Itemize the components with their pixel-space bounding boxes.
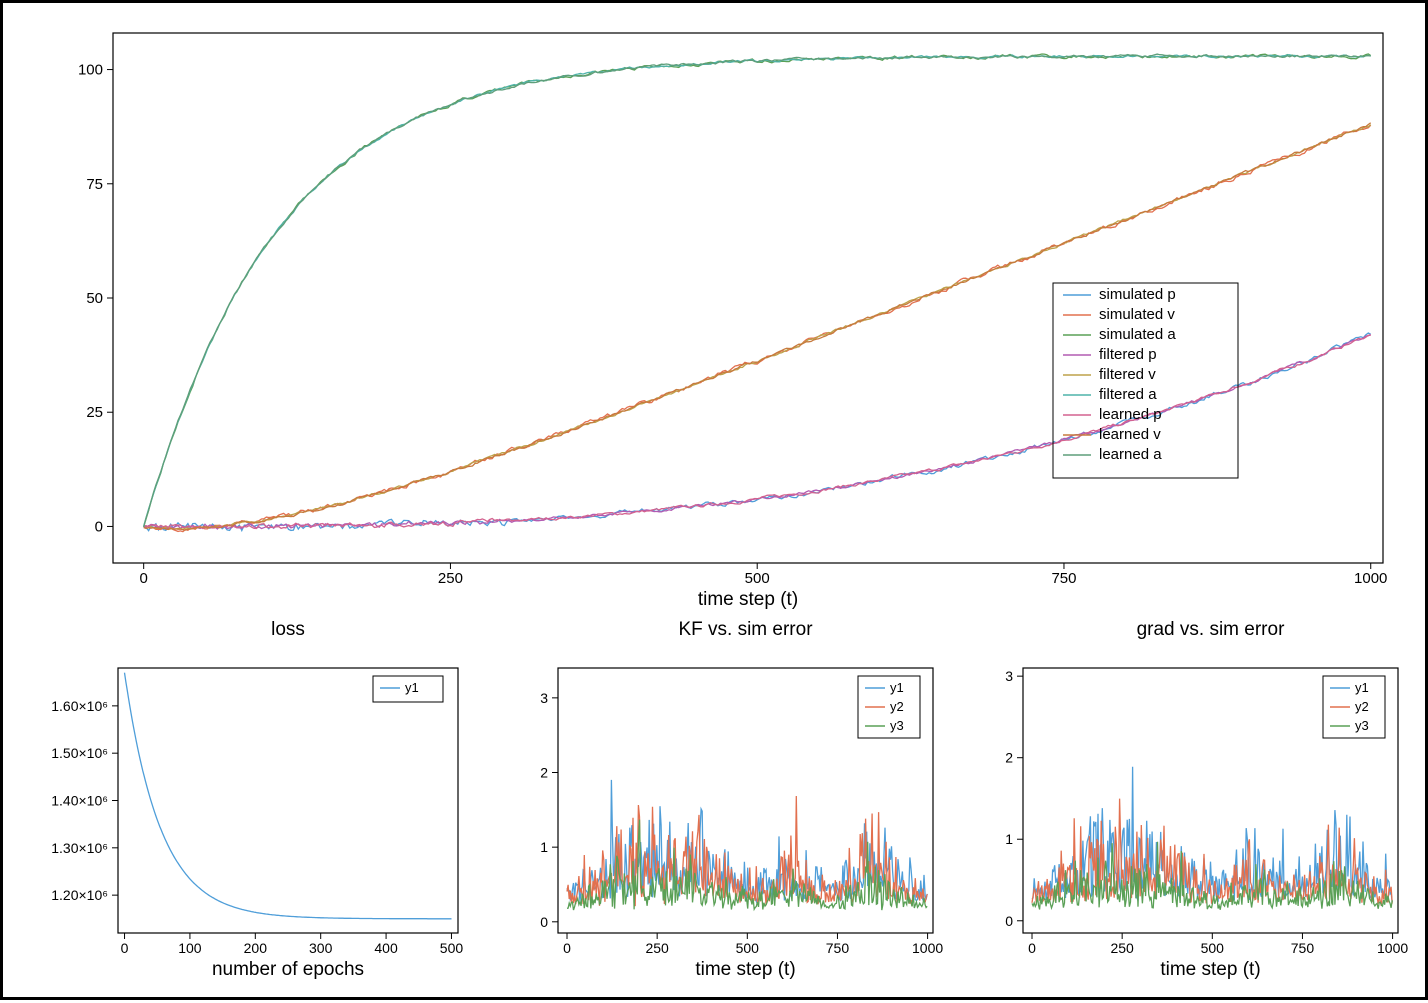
legend-loss: y1 [373, 676, 443, 702]
svg-text:0: 0 [140, 570, 148, 587]
svg-text:time step (t): time step (t) [1160, 959, 1260, 980]
svg-text:1000: 1000 [1377, 940, 1408, 956]
legend-label: y2 [1355, 699, 1369, 714]
svg-text:1000: 1000 [1354, 570, 1387, 587]
subchart-title: loss [271, 619, 305, 640]
svg-text:100: 100 [178, 940, 202, 956]
legend-label: simulated p [1099, 286, 1176, 303]
legend-label: filtered p [1099, 346, 1157, 363]
legend-label: simulated a [1099, 326, 1176, 343]
svg-text:250: 250 [438, 570, 463, 587]
svg-text:750: 750 [826, 940, 850, 956]
legend-label: y2 [890, 699, 904, 714]
legend-kf_err: y1 y2 y3 [858, 676, 920, 738]
svg-text:25: 25 [86, 404, 103, 421]
main-chart: 0 250 500 750 1000 0 25 50 75 100 time step (t) sim… [78, 33, 1387, 610]
svg-text:200: 200 [244, 940, 268, 956]
legend-label: filtered a [1099, 386, 1157, 403]
main-legend: simulated p simulated v simulated a filtere… [1053, 283, 1238, 478]
svg-text:250: 250 [645, 940, 669, 956]
subchart-title: grad vs. sim error [1137, 619, 1285, 640]
svg-text:2: 2 [1005, 750, 1013, 766]
subchart-loss: loss 0 100 200 300 400 500 1.20×10⁶ 1.30×10⁶ 1.40… [51, 619, 463, 980]
svg-text:1.20×10⁶: 1.20×10⁶ [51, 887, 108, 903]
svg-text:1.40×10⁶: 1.40×10⁶ [51, 793, 108, 809]
svg-text:0: 0 [1028, 940, 1036, 956]
svg-text:500: 500 [1201, 940, 1225, 956]
legend-label: y3 [890, 718, 904, 733]
series-loss-y1 [125, 673, 452, 919]
figure-frame: 025050075010000255075100time step (t)sim… [0, 0, 1428, 1000]
subchart-title: KF vs. sim error [678, 619, 813, 640]
svg-text:1: 1 [1005, 831, 1013, 847]
svg-text:75: 75 [86, 176, 103, 193]
figure-svg: 025050075010000255075100time step (t)sim… [3, 3, 1428, 1003]
subchart-grad_err: grad vs. sim error 0 250 500 750 1000 0 1 2 3 time… [1005, 619, 1408, 980]
svg-text:1: 1 [540, 839, 548, 855]
series-learned-a [144, 54, 1371, 527]
svg-text:0: 0 [1005, 913, 1013, 929]
svg-text:500: 500 [440, 940, 464, 956]
svg-text:0: 0 [540, 914, 548, 930]
svg-text:500: 500 [745, 570, 770, 587]
svg-text:number of epochs: number of epochs [212, 959, 364, 980]
series-filtered-v [144, 125, 1371, 530]
legend-label: y3 [1355, 718, 1369, 733]
svg-text:2: 2 [540, 765, 548, 781]
svg-text:1.30×10⁶: 1.30×10⁶ [51, 840, 108, 856]
legend-label: y1 [890, 680, 904, 695]
svg-text:1.60×10⁶: 1.60×10⁶ [51, 698, 108, 714]
svg-text:time step (t): time step (t) [695, 959, 795, 980]
legend-label: learned p [1099, 406, 1162, 423]
legend-label: simulated v [1099, 306, 1175, 323]
svg-text:400: 400 [374, 940, 398, 956]
legend-label: learned v [1099, 426, 1161, 443]
svg-text:100: 100 [78, 62, 103, 79]
svg-text:50: 50 [86, 290, 103, 307]
series-simulated-v [144, 125, 1371, 532]
series-learned-v [144, 123, 1371, 530]
series-filtered-a [144, 55, 1371, 526]
svg-text:250: 250 [1110, 940, 1134, 956]
svg-text:750: 750 [1051, 570, 1076, 587]
svg-text:1.50×10⁶: 1.50×10⁶ [51, 745, 108, 761]
series-simulated-a [144, 54, 1371, 527]
legend-label: y1 [1355, 680, 1369, 695]
subchart-kf_err: KF vs. sim error 0 250 500 750 1000 0 1 2 3 time s… [540, 619, 943, 980]
legend-grad_err: y1 y2 y3 [1323, 676, 1385, 738]
svg-text:0: 0 [121, 940, 129, 956]
svg-text:300: 300 [309, 940, 333, 956]
svg-text:500: 500 [736, 940, 760, 956]
svg-text:0: 0 [95, 518, 103, 535]
legend-label: y1 [405, 680, 419, 695]
svg-text:750: 750 [1291, 940, 1315, 956]
svg-text:0: 0 [563, 940, 571, 956]
legend-label: learned a [1099, 446, 1162, 463]
legend-label: filtered v [1099, 366, 1156, 383]
svg-text:time step (t): time step (t) [698, 589, 798, 610]
svg-text:3: 3 [1005, 668, 1013, 684]
svg-text:3: 3 [540, 690, 548, 706]
svg-text:1000: 1000 [912, 940, 943, 956]
